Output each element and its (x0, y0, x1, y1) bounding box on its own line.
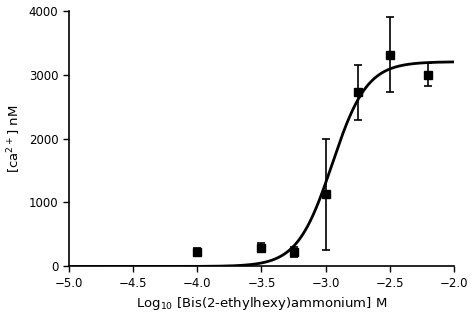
X-axis label: Log$_{10}$ [Bis(2-ethylhexy)ammonium] M: Log$_{10}$ [Bis(2-ethylhexy)ammonium] M (136, 295, 387, 313)
Y-axis label: [ca$^{2+}$] nM: [ca$^{2+}$] nM (6, 104, 23, 173)
